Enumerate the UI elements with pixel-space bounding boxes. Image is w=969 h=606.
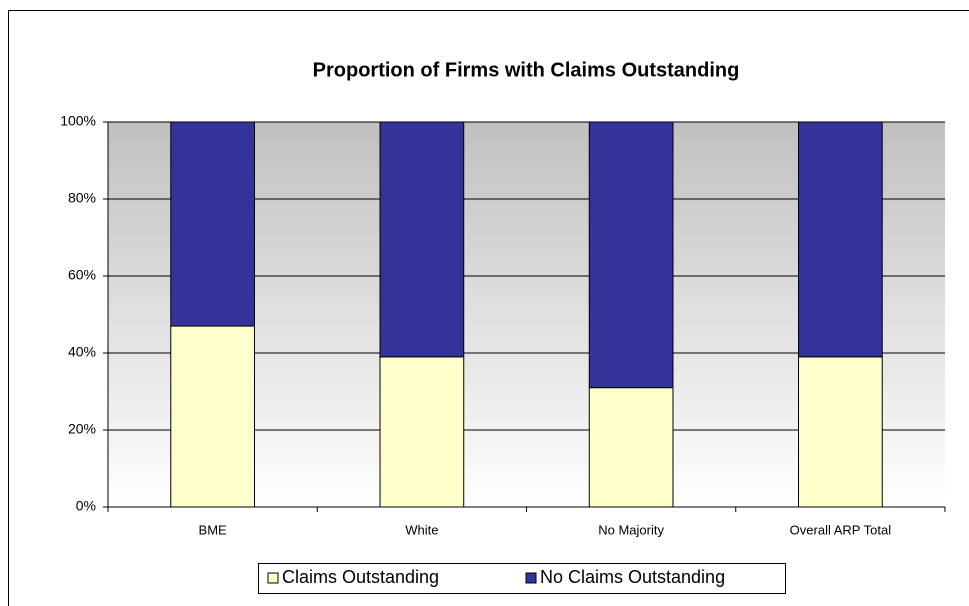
y-tick-label: 40% [68, 344, 96, 360]
x-tick-label: White [405, 522, 438, 537]
legend-label: Claims Outstanding [282, 567, 439, 587]
y-tick-label: 60% [68, 267, 96, 283]
legend-swatch [525, 572, 537, 584]
y-tick-label: 20% [68, 421, 96, 437]
chart-title: Proportion of Firms with Claims Outstand… [313, 59, 740, 81]
bar-segment [588, 387, 674, 508]
bar-segment [170, 121, 255, 327]
y-tick-label: 80% [68, 190, 96, 206]
legend [258, 563, 786, 594]
bar-segment [379, 356, 465, 508]
legend-label: No Claims Outstanding [540, 567, 725, 587]
x-tick-label: Overall ARP Total [790, 522, 892, 537]
legend-swatch [267, 572, 279, 584]
bar-segment [379, 121, 465, 358]
x-tick-label: No Majority [598, 522, 664, 537]
bar-segment [798, 356, 883, 508]
y-tick-label: 0% [76, 498, 96, 514]
bar-segment [170, 325, 255, 508]
y-tick-label: 100% [60, 113, 96, 129]
bar-segment [798, 121, 883, 358]
bar-segment [588, 121, 674, 389]
x-tick-label: BME [199, 522, 228, 537]
